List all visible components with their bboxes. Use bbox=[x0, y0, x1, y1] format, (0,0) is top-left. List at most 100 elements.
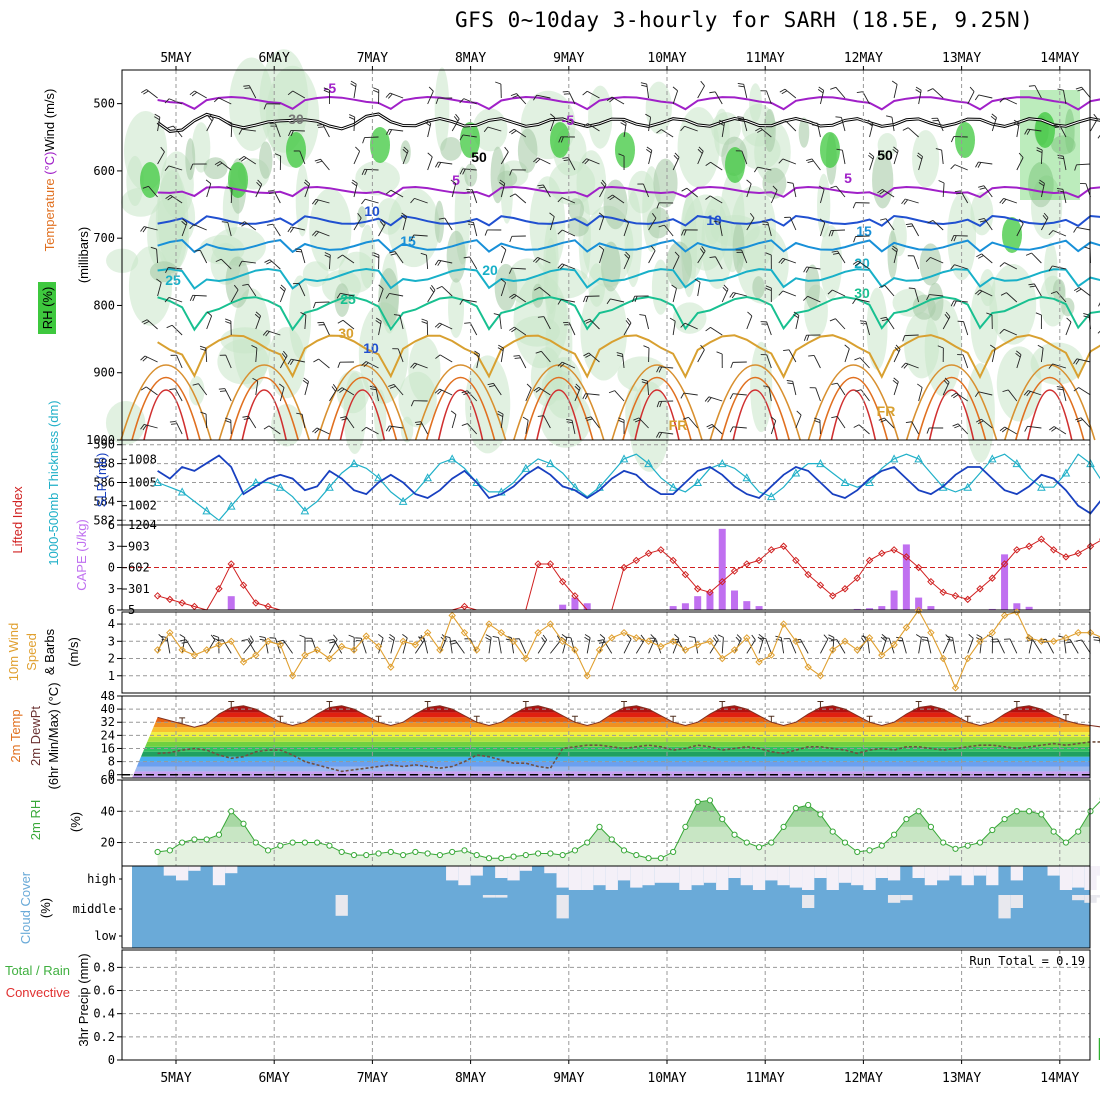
wind-barb-feather bbox=[464, 322, 471, 324]
wind-barb bbox=[746, 311, 753, 330]
wind-barb bbox=[262, 330, 281, 337]
wind-barb bbox=[438, 217, 453, 231]
wind-barb-feather bbox=[859, 320, 866, 322]
wind-barb-feather bbox=[393, 314, 400, 316]
wind-barb bbox=[167, 125, 183, 138]
wind-barb-feather bbox=[225, 420, 232, 423]
wind10m-barb bbox=[967, 634, 974, 654]
wind-barb bbox=[214, 161, 232, 171]
wind-barb-feather bbox=[514, 357, 521, 359]
rh2m-point bbox=[915, 808, 922, 815]
wind-barb bbox=[682, 416, 699, 429]
wind-barb bbox=[705, 195, 723, 204]
wind-barb bbox=[434, 322, 453, 330]
wind-barb bbox=[533, 257, 551, 264]
cloud-high-cell bbox=[949, 866, 962, 876]
wind-barb-feather bbox=[926, 294, 930, 301]
wind-barb-feather bbox=[375, 320, 382, 325]
wind10m-barb-shaft bbox=[623, 638, 632, 654]
wind-barb-feather bbox=[582, 393, 586, 400]
wind-barb-feather bbox=[313, 302, 316, 309]
wind-barb-feather bbox=[242, 415, 249, 418]
wind-barb bbox=[219, 354, 232, 369]
temp-contour-25 bbox=[157, 295, 1100, 332]
wind-barb-feather bbox=[935, 148, 942, 151]
lifted-index-point bbox=[227, 560, 235, 568]
temp-bands bbox=[132, 705, 1090, 778]
li-ytick-label: 0 bbox=[108, 561, 115, 575]
wind-barb bbox=[974, 94, 993, 101]
wind-barb bbox=[1013, 119, 1020, 138]
precip-ytick-label: 0.4 bbox=[93, 1007, 115, 1021]
wind-barb-feather bbox=[683, 229, 687, 236]
wind-barb-feather bbox=[314, 199, 319, 206]
rh2m-point bbox=[510, 853, 517, 860]
wind-barb-feather bbox=[757, 129, 763, 133]
wind-barb-feather bbox=[1037, 344, 1044, 349]
cloud-high-cell bbox=[937, 866, 950, 881]
cloud-high-cell bbox=[802, 866, 815, 890]
temp-minmax-mark bbox=[326, 700, 333, 708]
wind-barb bbox=[729, 426, 747, 433]
rh-shade-mid bbox=[752, 276, 765, 299]
wind10m-frame bbox=[121, 611, 1091, 694]
wind-barb-feather bbox=[891, 248, 898, 253]
wind-barb-feather bbox=[290, 359, 295, 365]
wind-barb bbox=[435, 354, 453, 363]
cape-bar bbox=[706, 591, 714, 610]
wind-barb-feather bbox=[669, 317, 676, 322]
wind-barb bbox=[566, 418, 576, 435]
wind-barb-feather bbox=[141, 89, 147, 94]
wind-barb bbox=[150, 246, 159, 264]
wind-barb-feather bbox=[738, 85, 745, 88]
wind-barb-shaft bbox=[304, 315, 307, 330]
thickness-point bbox=[153, 477, 162, 486]
lifted-index-point bbox=[902, 553, 911, 561]
wind-barb bbox=[705, 161, 723, 171]
wind-barb bbox=[606, 298, 625, 305]
cloud-high-cell bbox=[212, 866, 226, 886]
wind-barb-shaft bbox=[714, 91, 723, 105]
wind10m-barb-feather bbox=[277, 639, 284, 643]
wind-barb-shaft bbox=[426, 255, 429, 270]
wind-barb-feather bbox=[584, 159, 590, 165]
wind10m-barb-feather bbox=[250, 635, 254, 642]
rh2m-point bbox=[535, 850, 542, 857]
rh2m-point bbox=[375, 850, 382, 857]
wind-barb-feather bbox=[1097, 330, 1100, 334]
wind-barb-feather bbox=[1035, 312, 1042, 316]
wind-barb-shaft bbox=[225, 354, 232, 369]
wind-barb bbox=[1023, 390, 1042, 397]
thickness-point bbox=[521, 463, 531, 472]
wind-barb-feather bbox=[1013, 122, 1019, 127]
rh-shade-mid bbox=[1028, 161, 1054, 208]
wind10m-barb-feather bbox=[584, 636, 590, 641]
wind-barb-feather bbox=[803, 266, 807, 273]
wind-barb-feather bbox=[314, 231, 320, 237]
cloud-high-cell bbox=[642, 866, 655, 886]
wind10m-barb-feather bbox=[333, 634, 338, 640]
wind10m-barb-feather bbox=[378, 633, 384, 639]
slp-ytick-label: 1008 bbox=[128, 452, 157, 466]
wind-barb-feather bbox=[1026, 129, 1031, 135]
wind10m-point bbox=[693, 641, 702, 649]
lifted-index-point bbox=[816, 581, 825, 589]
wind-barb bbox=[713, 220, 723, 237]
wind-barb-feather bbox=[499, 182, 505, 187]
wind-barb-feather bbox=[233, 284, 239, 291]
wind-barb bbox=[990, 113, 997, 132]
wind-barb-feather bbox=[559, 264, 565, 270]
temp-minmax-mark bbox=[768, 715, 775, 723]
precip-run-total: Run Total = 0.19 bbox=[969, 954, 1085, 968]
wind-barb-feather bbox=[938, 180, 945, 184]
wind-barb-feather bbox=[206, 311, 212, 317]
wind-barb-feather bbox=[1075, 417, 1082, 421]
wind-barb-feather bbox=[977, 290, 983, 296]
wind-barb-feather bbox=[557, 229, 563, 235]
wind-barb bbox=[648, 213, 657, 231]
rh2m-point bbox=[927, 823, 935, 831]
cloud-high-cell bbox=[225, 866, 238, 874]
wind-barb-feather bbox=[986, 312, 993, 316]
wind10m-point bbox=[571, 646, 579, 654]
wind-barb-feather bbox=[389, 385, 396, 389]
